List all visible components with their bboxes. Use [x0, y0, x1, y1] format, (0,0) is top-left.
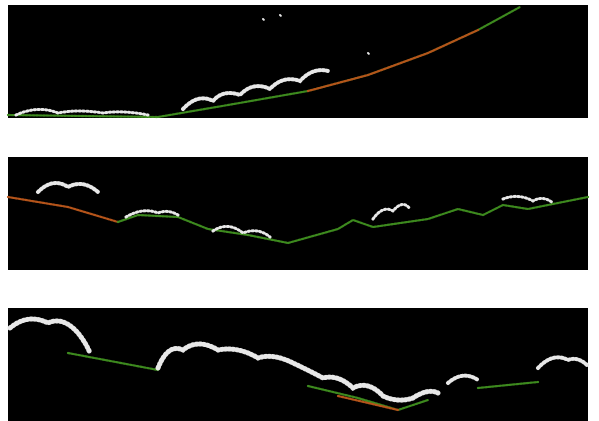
ground-line: [6, 195, 120, 224]
noise-points: [262, 14, 371, 56]
profile-panel: [6, 157, 590, 270]
vegetation: [14, 108, 150, 117]
profile-panel: [6, 5, 588, 119]
vegetation: [446, 355, 590, 385]
ground-line: [66, 351, 540, 412]
vegetation: [7, 316, 93, 356]
profile-panel: [7, 308, 590, 421]
vegetation: [36, 181, 100, 194]
vegetation: [124, 209, 272, 239]
vegetation: [371, 194, 555, 221]
panel-background: [8, 157, 588, 270]
vegetation: [181, 68, 330, 111]
panel-background: [8, 5, 588, 118]
vegetation: [155, 341, 441, 403]
ground-line: [306, 28, 480, 93]
ground-line: [116, 195, 590, 245]
ground-line: [336, 394, 400, 412]
